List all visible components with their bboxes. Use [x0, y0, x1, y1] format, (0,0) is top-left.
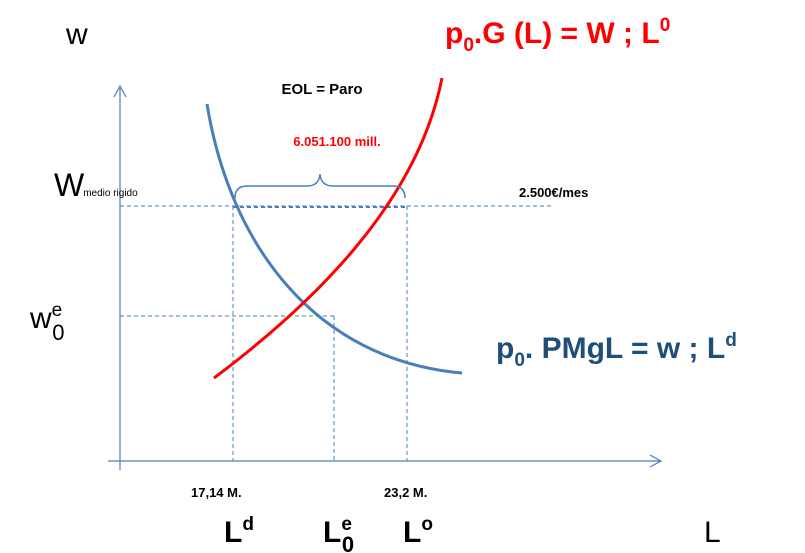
lo-value-label: 23,2 M.	[384, 485, 427, 500]
labor-demand-curve	[205, 103, 463, 375]
lo-symbol: Lo	[403, 514, 433, 549]
rigid-wage-value: 2.500€/mes	[519, 185, 588, 200]
rigid-wage-label: Wmedio rigido	[54, 167, 138, 203]
axes	[108, 84, 663, 470]
le-symbol: Le 0	[323, 514, 354, 553]
equilibrium-wage-label: we 0	[29, 300, 65, 345]
unemployment-title: EOL = Paro	[281, 81, 362, 98]
ld-symbol: Ld	[224, 514, 254, 549]
unemployment-amount: 6.051.100 mill.	[293, 134, 380, 149]
supply-curve-label: p0.G (L) = W ; L0	[445, 15, 670, 56]
labor-supply-curve	[213, 77, 444, 380]
x-axis-label: L	[704, 516, 721, 549]
ld-value-label: 17,14 M.	[191, 485, 242, 500]
reference-lines	[120, 205, 552, 461]
y-axis-label: w	[65, 18, 88, 51]
x-axis-arrowhead	[649, 454, 663, 468]
demand-curve-label: p0. PMgL = w ; Ld	[496, 330, 737, 371]
y-axis-arrowhead	[113, 84, 127, 98]
unemployment-brace	[234, 173, 406, 199]
